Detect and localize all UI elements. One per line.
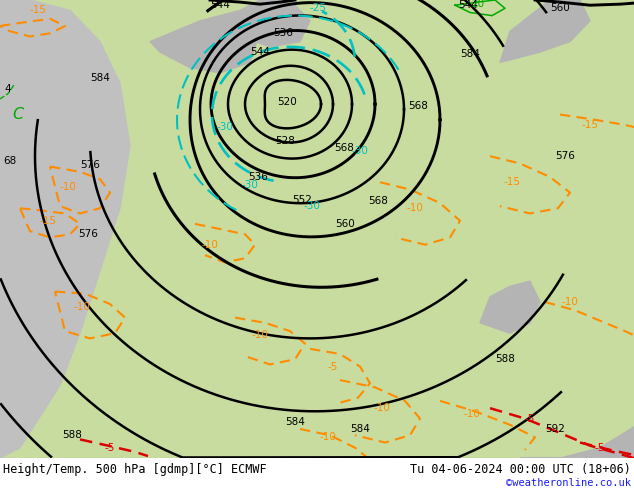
Text: -15: -15 [39,216,56,226]
Text: 560: 560 [550,3,570,13]
Text: -30: -30 [304,201,320,211]
Text: 588: 588 [62,430,82,440]
Text: 584: 584 [285,416,305,427]
Polygon shape [480,281,540,333]
Polygon shape [500,0,590,63]
Text: ©weatheronline.co.uk: ©weatheronline.co.uk [506,478,631,488]
Text: Tu 04-06-2024 00:00 UTC (18+06): Tu 04-06-2024 00:00 UTC (18+06) [410,463,631,476]
Text: 568: 568 [368,196,388,206]
Text: -10: -10 [562,297,578,307]
Text: 528: 528 [275,136,295,146]
Polygon shape [0,0,634,458]
Text: 560: 560 [335,219,355,229]
Text: -10: -10 [320,432,337,442]
Text: 592: 592 [545,424,565,434]
Text: -10: -10 [74,302,91,312]
Text: 536: 536 [248,172,268,182]
Text: -5: -5 [595,443,605,453]
Text: 568: 568 [408,101,428,111]
Text: -5: -5 [525,414,535,423]
Text: 536: 536 [273,28,293,38]
Polygon shape [150,10,260,73]
Text: 584: 584 [90,73,110,83]
Text: 520: 520 [277,97,297,107]
Polygon shape [220,0,310,47]
Text: 552: 552 [292,195,312,205]
Text: -5: -5 [105,443,115,453]
Text: -30: -30 [242,180,259,190]
Text: 544: 544 [250,47,270,57]
Text: -5: -5 [328,362,338,371]
Text: 568: 568 [334,143,354,153]
Text: 544: 544 [210,0,230,10]
Polygon shape [520,427,634,458]
Text: 576: 576 [555,151,575,161]
Text: 68: 68 [3,156,16,167]
Polygon shape [0,0,130,458]
Text: -15: -15 [581,120,598,130]
Text: 544: 544 [458,0,478,10]
Text: -25: -25 [309,3,327,13]
Text: 584: 584 [460,49,480,59]
Text: -15: -15 [30,5,46,15]
Text: -10: -10 [463,410,481,419]
Text: -10: -10 [252,330,268,340]
Text: -10: -10 [406,203,424,213]
Text: 576: 576 [78,229,98,239]
Text: 20: 20 [472,0,484,9]
Text: -10: -10 [373,403,391,413]
Text: 584: 584 [350,424,370,434]
Text: -30: -30 [217,122,233,132]
Text: -10: -10 [202,240,219,250]
Text: 4: 4 [4,83,11,94]
Text: 576: 576 [80,160,100,170]
Text: Height/Temp. 500 hPa [gdmp][°C] ECMWF: Height/Temp. 500 hPa [gdmp][°C] ECMWF [3,463,267,476]
Text: 588: 588 [495,354,515,364]
Text: -30: -30 [352,146,368,156]
Text: -10: -10 [60,182,77,193]
Text: -15: -15 [503,177,521,187]
Text: C: C [13,107,23,122]
